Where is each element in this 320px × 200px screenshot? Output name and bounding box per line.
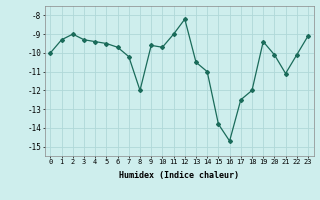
X-axis label: Humidex (Indice chaleur): Humidex (Indice chaleur) xyxy=(119,171,239,180)
